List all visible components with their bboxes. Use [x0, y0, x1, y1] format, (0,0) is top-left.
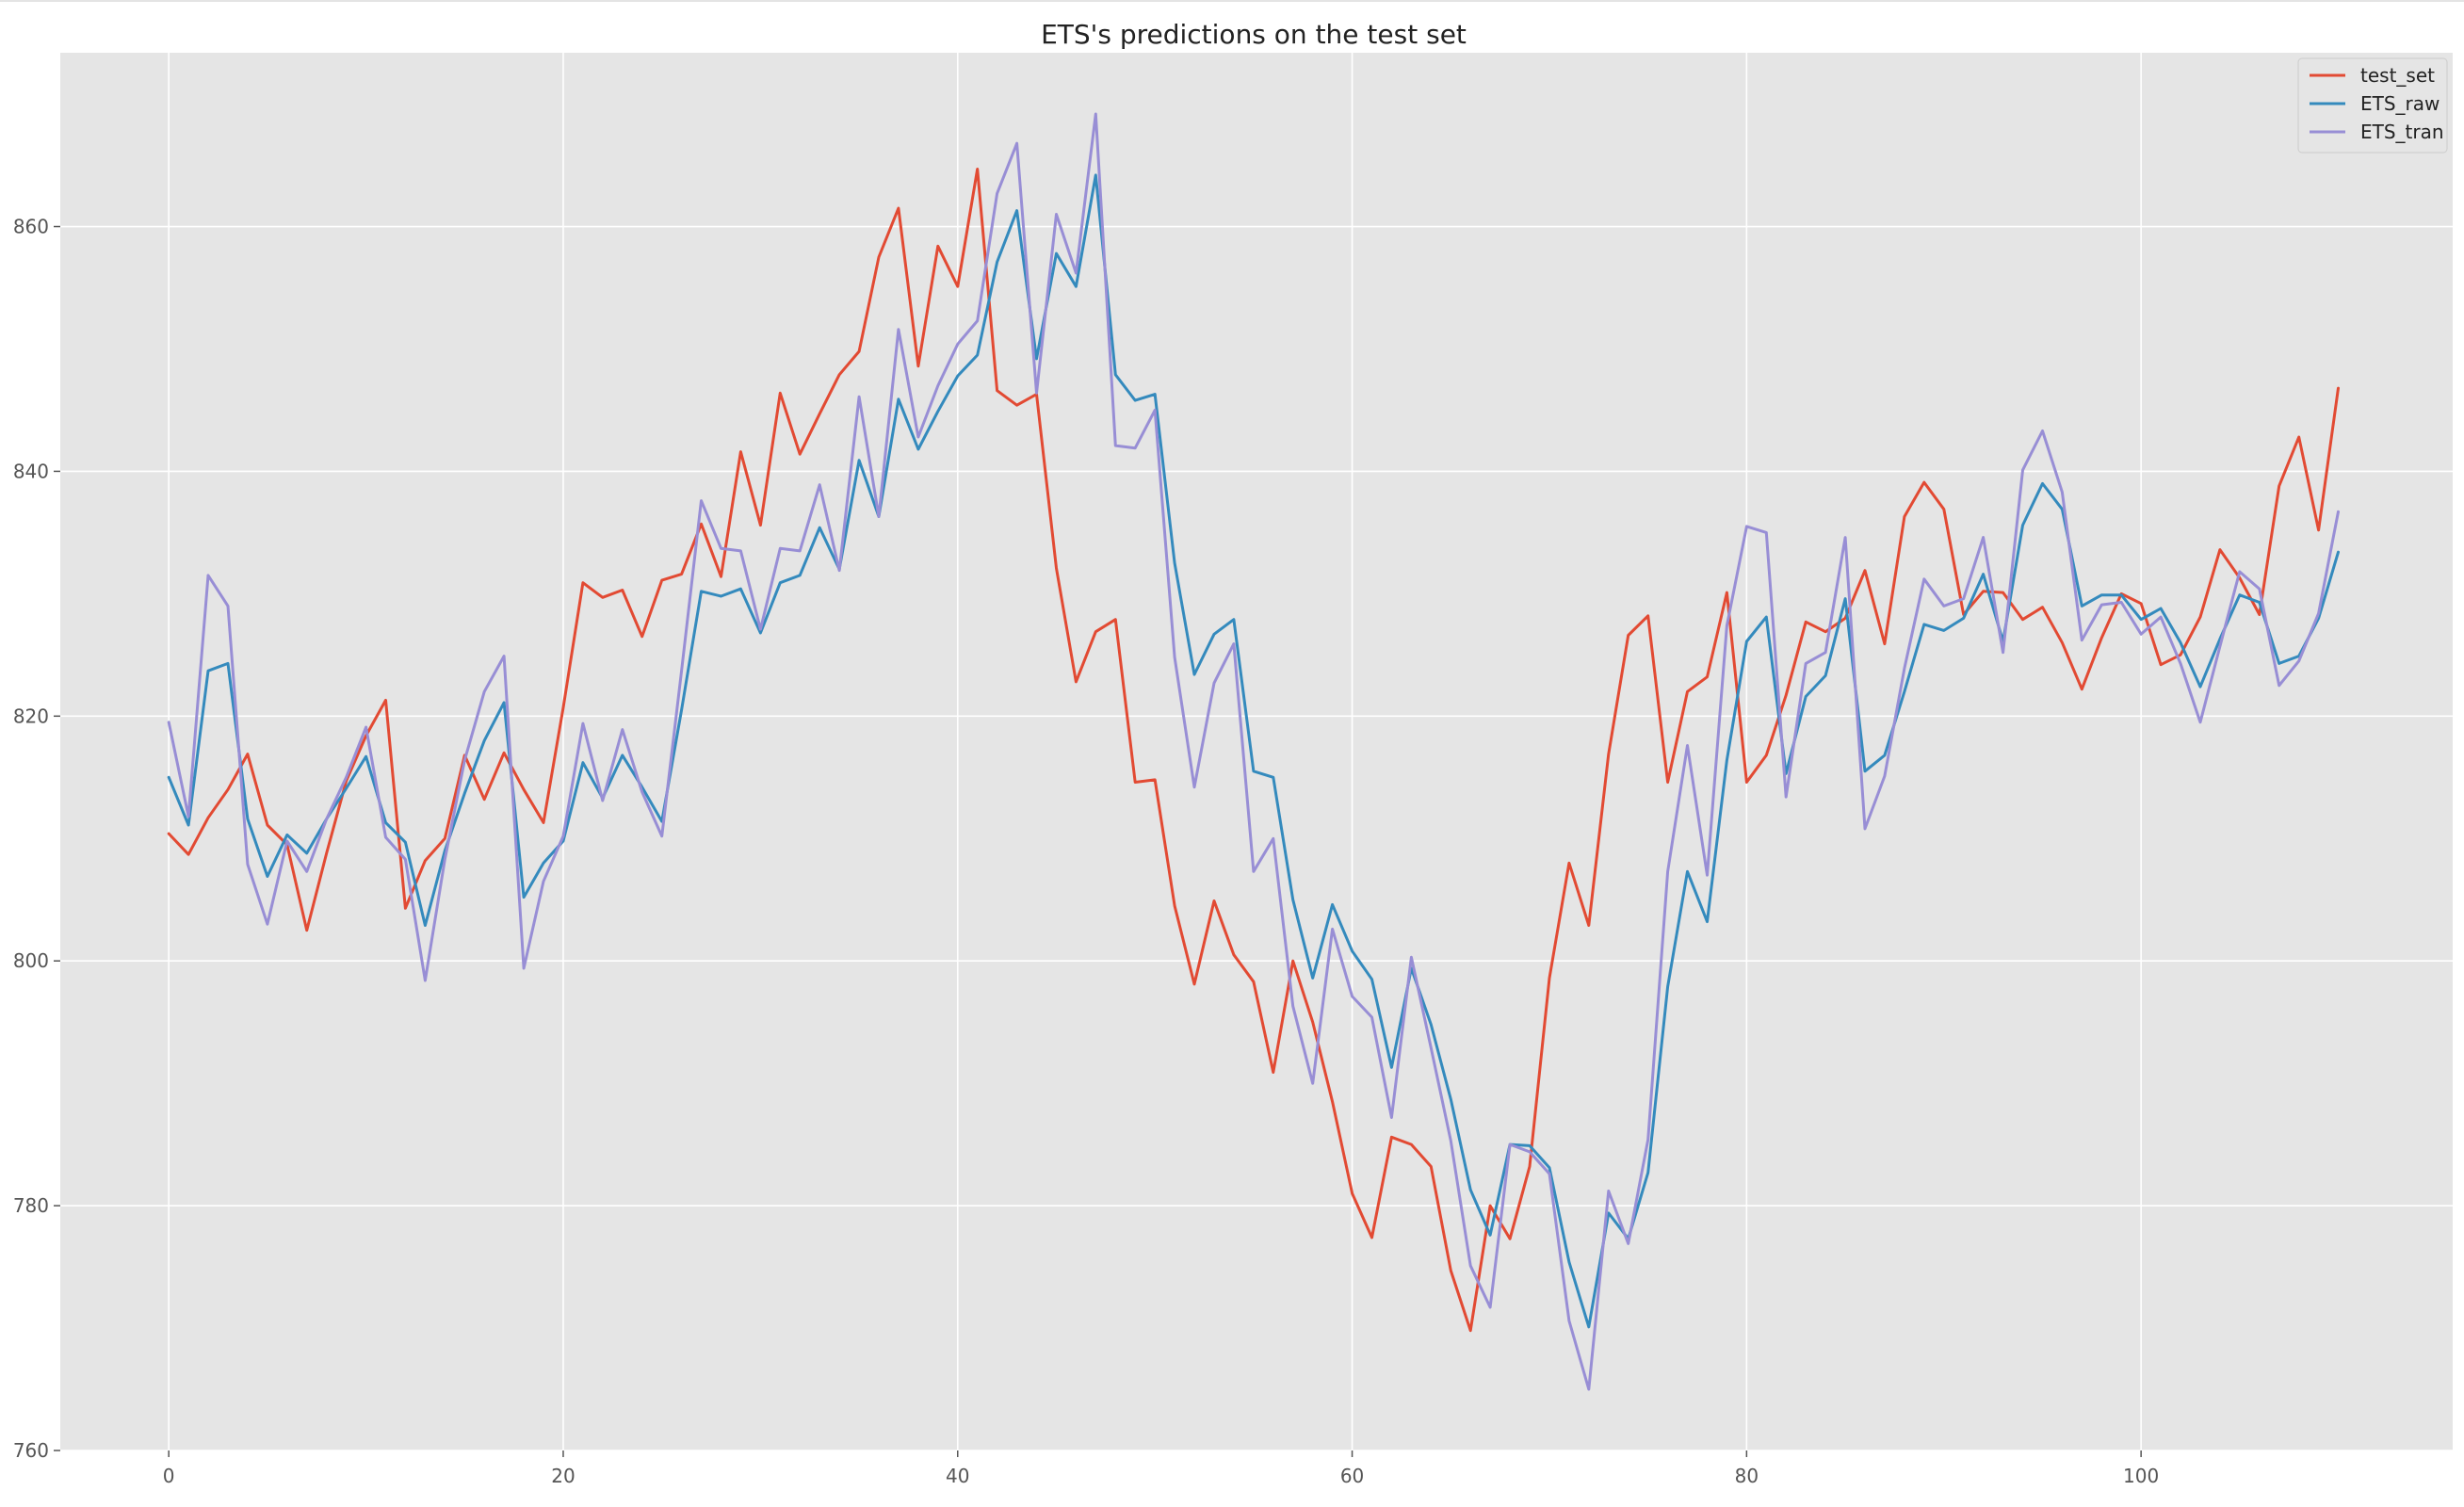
legend-box: [2297, 57, 2448, 154]
legend: test_set ETS_raw ETS_tran: [2297, 57, 2448, 154]
x-tick-label: 0: [163, 1465, 175, 1487]
plot-area: [60, 53, 2453, 1450]
y-tick-label: 760: [13, 1439, 49, 1462]
y-tick-label: 840: [13, 460, 49, 482]
axes: 0 20 40 60 80 100 760 780 800 820 840 860: [13, 216, 2159, 1487]
series-lines: [167, 112, 2340, 1391]
y-tick-label: 860: [13, 216, 49, 238]
top-border: [0, 0, 2464, 2]
x-tick-label: 40: [946, 1465, 969, 1487]
x-tick-label: 80: [1735, 1465, 1759, 1487]
series-line-test-set: [167, 168, 2340, 1333]
y-tick-label: 820: [13, 705, 49, 727]
legend-label: ETS_tran: [2360, 121, 2444, 143]
legend-label: test_set: [2360, 64, 2435, 87]
grid-lines: [60, 53, 2453, 1451]
x-tick-label: 20: [551, 1465, 575, 1487]
y-tick-label: 780: [13, 1194, 49, 1217]
series-line-ets-tran: [167, 112, 2340, 1391]
x-tick-label: 60: [1340, 1465, 1364, 1487]
legend-label: ETS_raw: [2360, 92, 2440, 115]
x-tick-label: 100: [2123, 1465, 2159, 1487]
y-tick-label: 800: [13, 949, 49, 972]
chart-title: ETS's predictions on the test set: [1041, 19, 1467, 50]
series-line-ets-raw: [167, 173, 2340, 1329]
